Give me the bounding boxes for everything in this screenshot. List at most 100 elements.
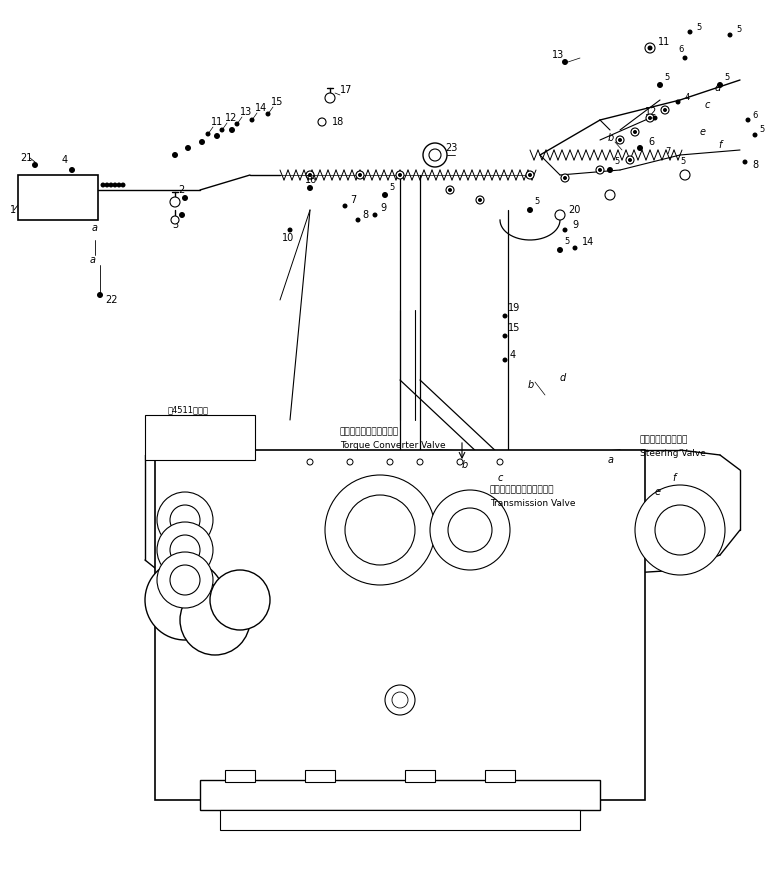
Circle shape xyxy=(753,132,757,138)
Text: 6: 6 xyxy=(648,137,654,147)
Text: c: c xyxy=(498,473,504,483)
Circle shape xyxy=(235,122,239,126)
Circle shape xyxy=(356,171,364,179)
Circle shape xyxy=(572,246,578,251)
Circle shape xyxy=(598,168,602,172)
Circle shape xyxy=(605,190,615,200)
Text: トランスミッションバルブ: トランスミッションバルブ xyxy=(490,486,554,495)
Circle shape xyxy=(635,485,725,575)
Text: 1: 1 xyxy=(10,205,16,215)
Circle shape xyxy=(683,55,687,61)
Circle shape xyxy=(657,82,663,88)
Text: 4: 4 xyxy=(62,155,68,165)
Text: 12: 12 xyxy=(645,107,657,117)
Text: 5: 5 xyxy=(759,125,764,134)
Text: 9: 9 xyxy=(572,220,578,230)
Text: b: b xyxy=(608,133,614,143)
Circle shape xyxy=(172,152,178,158)
Circle shape xyxy=(325,93,335,103)
Circle shape xyxy=(182,195,188,201)
Text: f: f xyxy=(672,473,675,483)
Circle shape xyxy=(116,182,122,188)
Bar xyxy=(200,780,600,810)
Text: ステアリングバルブ: ステアリングバルブ xyxy=(640,436,688,445)
Circle shape xyxy=(633,130,637,134)
Circle shape xyxy=(448,188,452,192)
Circle shape xyxy=(680,170,690,180)
Circle shape xyxy=(345,495,415,565)
Circle shape xyxy=(170,565,200,595)
Text: 9: 9 xyxy=(380,203,386,213)
Circle shape xyxy=(727,32,733,38)
Circle shape xyxy=(457,459,463,465)
Circle shape xyxy=(557,247,563,253)
Circle shape xyxy=(382,192,388,198)
Circle shape xyxy=(199,139,205,145)
Circle shape xyxy=(502,313,508,318)
Circle shape xyxy=(347,459,353,465)
Circle shape xyxy=(385,685,415,715)
Circle shape xyxy=(497,459,503,465)
Circle shape xyxy=(325,475,435,585)
Circle shape xyxy=(663,108,667,112)
Text: 5: 5 xyxy=(724,73,729,82)
Bar xyxy=(220,810,580,830)
Bar xyxy=(155,450,645,800)
Text: 23: 23 xyxy=(445,143,458,153)
Bar xyxy=(305,770,335,782)
Circle shape xyxy=(112,182,118,188)
Text: Steering Valve: Steering Valve xyxy=(640,448,706,458)
Text: 4: 4 xyxy=(510,350,516,360)
Circle shape xyxy=(318,118,326,126)
Circle shape xyxy=(661,106,669,114)
Circle shape xyxy=(502,333,508,339)
Circle shape xyxy=(618,138,622,142)
Text: 8: 8 xyxy=(362,210,368,220)
Circle shape xyxy=(249,118,255,123)
Circle shape xyxy=(646,114,654,122)
Circle shape xyxy=(355,217,361,223)
Circle shape xyxy=(214,133,220,139)
Circle shape xyxy=(69,167,75,173)
Circle shape xyxy=(423,143,447,167)
Text: f: f xyxy=(718,140,721,150)
Circle shape xyxy=(655,505,705,555)
Text: トルクコンバータバルブ: トルクコンバータバルブ xyxy=(340,427,399,437)
Text: 20: 20 xyxy=(568,205,581,215)
Text: 5: 5 xyxy=(664,73,669,82)
Text: 5: 5 xyxy=(680,158,685,167)
Circle shape xyxy=(645,43,655,53)
Circle shape xyxy=(687,30,693,34)
Circle shape xyxy=(307,459,313,465)
Text: a: a xyxy=(608,455,614,465)
Circle shape xyxy=(561,174,569,182)
Text: a: a xyxy=(248,450,254,460)
Text: 7: 7 xyxy=(350,195,356,205)
Text: Transmission Valve: Transmission Valve xyxy=(490,498,575,508)
Circle shape xyxy=(358,173,362,177)
Circle shape xyxy=(631,128,639,136)
Text: 13: 13 xyxy=(240,107,252,117)
Text: 18: 18 xyxy=(332,117,345,127)
Circle shape xyxy=(157,522,213,578)
Text: 5: 5 xyxy=(696,24,701,32)
Circle shape xyxy=(647,46,653,51)
Text: b: b xyxy=(528,380,534,390)
Circle shape xyxy=(745,118,751,123)
Circle shape xyxy=(398,173,402,177)
Circle shape xyxy=(628,158,632,162)
Text: 19: 19 xyxy=(508,303,521,313)
Text: 11: 11 xyxy=(658,37,671,47)
Circle shape xyxy=(342,203,348,209)
Circle shape xyxy=(306,171,314,179)
Circle shape xyxy=(392,692,408,708)
Circle shape xyxy=(607,167,613,173)
Circle shape xyxy=(97,292,103,298)
Text: d: d xyxy=(715,83,721,93)
Text: a: a xyxy=(90,255,96,265)
Text: 15: 15 xyxy=(508,323,521,333)
Text: 第4511図参照: 第4511図参照 xyxy=(168,405,209,415)
Circle shape xyxy=(429,149,441,161)
Circle shape xyxy=(528,173,532,177)
Text: 5: 5 xyxy=(736,25,741,34)
